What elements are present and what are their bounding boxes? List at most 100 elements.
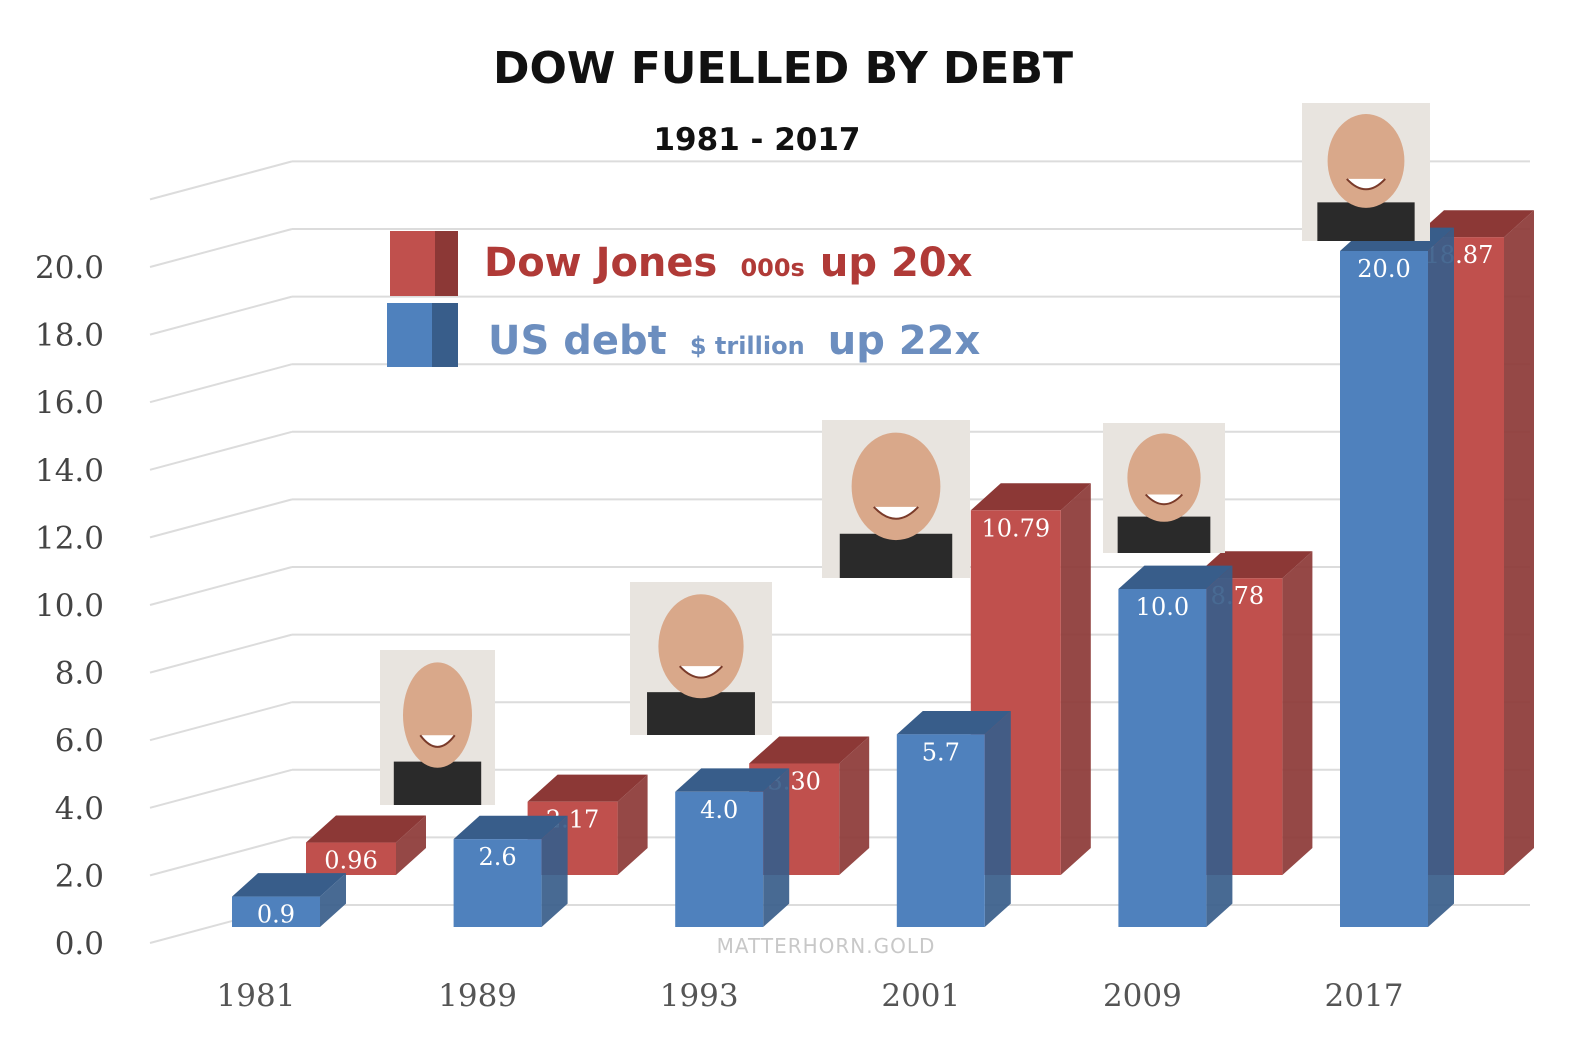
debt-bar-front <box>675 791 764 927</box>
face-shape <box>1127 433 1201 522</box>
smile-shape <box>1144 493 1184 506</box>
chart-subtitle: 1981 - 2017 <box>653 122 860 158</box>
dow-bar-top <box>970 483 1091 511</box>
y-tick-label: 6.0 <box>55 723 104 759</box>
x-tick-label: 2001 <box>881 978 960 1014</box>
dow-bar: 0.96 <box>306 815 426 875</box>
debt-bar-side <box>541 815 568 927</box>
gridline-diagonal <box>149 228 293 268</box>
watermark: MATTERHORN.GOLD <box>717 934 936 958</box>
legend-entry-dow: Dow Jones 000s up 20x <box>484 240 973 286</box>
y-tick-label: 16.0 <box>35 385 104 421</box>
dow-bar-side <box>617 774 648 875</box>
y-tick-label: 8.0 <box>55 656 104 692</box>
debt-bar-side <box>1428 227 1454 928</box>
y-axis: 0.0 2.0 4.0 6.0 8.0 10.0 12.0 14.0 16.0 18.0 20.0 <box>35 250 104 962</box>
gridline-diagonal <box>149 430 293 471</box>
legend-dow-name: Dow Jones <box>484 240 717 286</box>
x-tick-label: 2017 <box>1325 978 1404 1014</box>
debt-bar-front <box>453 839 542 927</box>
president-caricature-image <box>630 582 772 735</box>
y-tick-label: 14.0 <box>35 453 104 489</box>
debt-bar-top <box>675 768 790 792</box>
chart-title: DOW FUELLED BY DEBT <box>493 43 1073 94</box>
debt-bar-front <box>1118 589 1207 927</box>
suit-shape <box>1317 202 1415 241</box>
debt-bar-data-label: 2.6 <box>479 843 517 871</box>
legend-debt-note: up 22x <box>828 318 981 364</box>
gridline-diagonal <box>149 633 293 674</box>
x-tick-label: 1993 <box>660 978 739 1014</box>
y-tick-label: 4.0 <box>55 791 104 827</box>
debt-bar-data-label: 4.0 <box>700 796 738 824</box>
debt-bar-side <box>1206 565 1233 927</box>
president-caricature-image <box>380 650 495 805</box>
debt-bar-data-label: 5.7 <box>922 738 960 766</box>
debt-bar: 4.0 <box>675 768 790 927</box>
gridline-diagonal <box>149 160 293 201</box>
president-caricature-image <box>822 420 970 578</box>
president-caricature-image <box>1103 423 1225 553</box>
debt-bar: 10.0 <box>1118 565 1233 927</box>
debt-bar-front <box>896 734 985 927</box>
suit-shape <box>839 533 953 578</box>
debt-bar: 2.6 <box>453 815 568 927</box>
debt-bar-side <box>984 710 1011 927</box>
dow-bar-side <box>839 736 870 875</box>
dow-bar-top <box>306 815 426 843</box>
suit-shape <box>1117 516 1211 553</box>
x-tick-label: 1981 <box>217 978 296 1014</box>
smile-shape <box>873 506 919 520</box>
debt-bar: 20.0 <box>1340 227 1454 928</box>
gridline-diagonal <box>149 295 293 336</box>
face-shape <box>658 594 744 699</box>
debt-bar-data-label: 0.9 <box>257 901 295 929</box>
president-caricature-image <box>1302 103 1430 241</box>
debt-bar: 0.9 <box>232 873 346 929</box>
debt-bar-top <box>453 815 568 840</box>
debt-bar: 5.7 <box>896 710 1011 927</box>
gridline-diagonal <box>149 363 293 404</box>
x-tick-label: 1989 <box>438 978 517 1014</box>
legend-dow-note: up 20x <box>820 240 973 286</box>
legend-debt-name: US debt <box>488 318 667 364</box>
gridline-diagonal <box>149 701 293 742</box>
y-tick-label: 10.0 <box>35 588 104 624</box>
dow-bar-data-label: 0.96 <box>324 847 377 875</box>
y-tick-label: 20.0 <box>35 250 104 286</box>
dow-bar-side <box>1504 210 1534 876</box>
dow-bar-side <box>1282 551 1313 875</box>
debt-bar-top <box>232 873 346 897</box>
debt-bar-front <box>232 896 320 927</box>
y-tick-label: 12.0 <box>35 520 104 556</box>
debt-bar-side <box>320 873 346 927</box>
debt-bar-top <box>896 710 1011 735</box>
suit-shape <box>393 761 482 805</box>
dow-bar-side <box>1060 483 1091 875</box>
bars: 0.962.173.3010.798.7818.870.92.64.05.710… <box>232 210 1534 929</box>
debt-bar-front <box>1340 251 1428 927</box>
face-shape <box>403 662 472 768</box>
gridline-diagonal <box>149 498 293 539</box>
debt-bar-data-label: 10.0 <box>1136 593 1189 621</box>
suit-shape <box>647 692 755 735</box>
debt-bar-top <box>1118 565 1233 589</box>
smile-shape <box>1346 178 1386 191</box>
smile-shape <box>678 665 724 679</box>
legend-debt-unit: $ trillion <box>690 332 805 360</box>
dow-bar-top <box>749 736 870 764</box>
face-shape <box>851 432 941 541</box>
dow-bar-front <box>306 842 396 875</box>
debt-bar-data-label: 20.0 <box>1357 255 1410 283</box>
legend-swatch-debt <box>387 303 458 367</box>
dow-bar-top <box>527 774 648 802</box>
legend-entry-debt: US debt $ trillion up 22x <box>488 318 980 364</box>
dow-bar-side <box>396 815 426 875</box>
president-caricatures <box>380 103 1430 805</box>
gridline-diagonal <box>149 836 293 877</box>
gridline-diagonal <box>149 768 293 809</box>
x-axis: 1981 1989 1993 2001 2009 2017 <box>217 978 1404 1014</box>
dow-bar-data-label: 10.79 <box>981 514 1050 542</box>
gridline-diagonal <box>149 566 293 606</box>
